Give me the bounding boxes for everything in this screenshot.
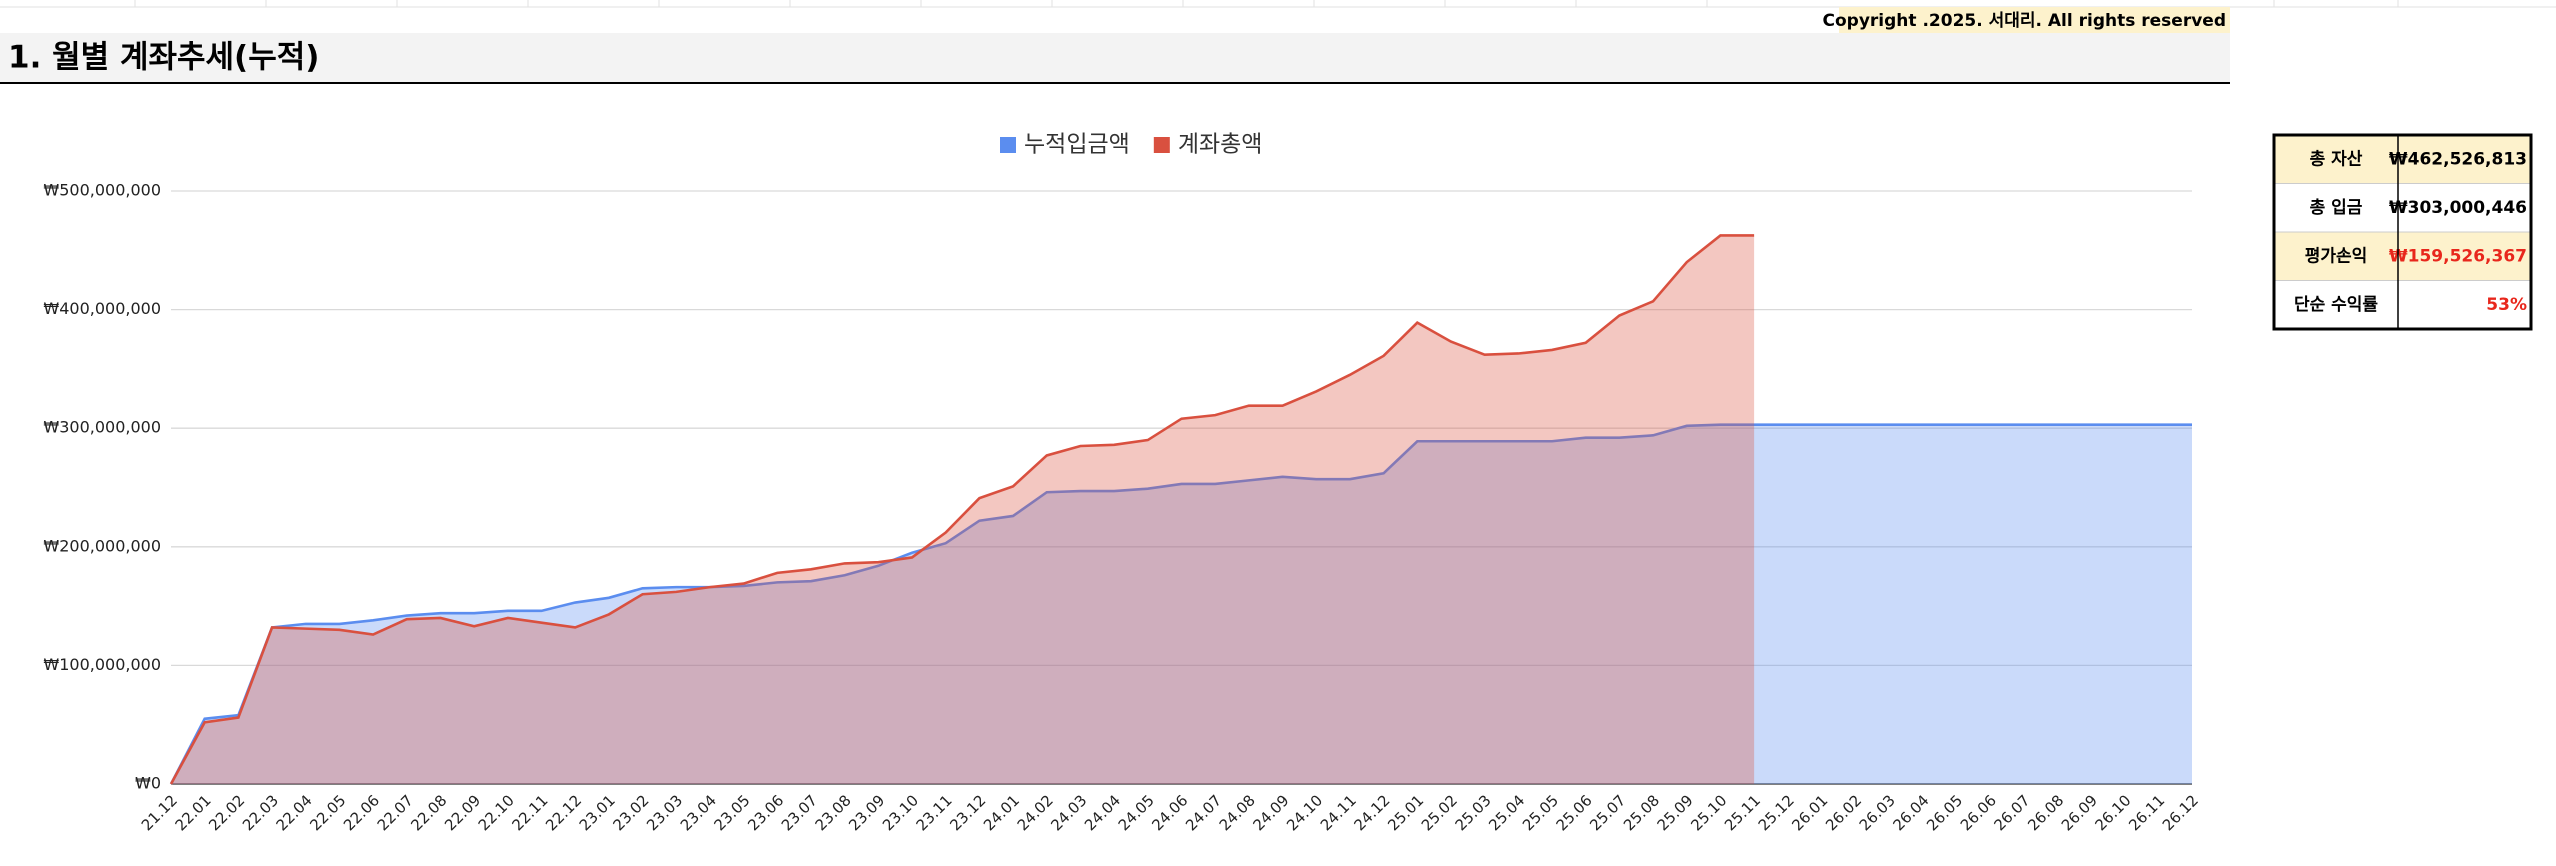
y-tick-label: ₩200,000,000 [43, 536, 161, 555]
row-label: 단순 수익률 [2294, 295, 2378, 315]
x-tick-label: 25.03 [1452, 791, 1495, 834]
legend-label: 계좌총액 [1178, 132, 1263, 158]
x-tick-label: 25.08 [1620, 791, 1663, 834]
x-tick-label: 22.11 [508, 791, 551, 834]
y-tick-label: ₩300,000,000 [43, 418, 161, 437]
row-label: 평가손익 [2305, 246, 2368, 266]
row-bg [2274, 183, 2531, 232]
y-tick-label: ₩500,000,000 [43, 181, 161, 200]
x-tick-label: 22.05 [306, 791, 349, 834]
legend-swatch [1153, 137, 1170, 153]
title-bar [0, 33, 2230, 83]
x-tick-label: 22.07 [374, 791, 417, 834]
x-tick-label: 21.12 [138, 791, 181, 834]
x-tick-label: 26.09 [2058, 791, 2101, 834]
x-tick-label: 22.03 [239, 791, 282, 834]
section-title: 1. 월별 계좌추세(누적) [8, 40, 319, 76]
y-tick-label: ₩0 [135, 774, 161, 793]
area [171, 235, 1755, 784]
x-tick-label: 26.04 [1889, 791, 1932, 834]
legend-label: 누적입금액 [1024, 132, 1130, 158]
copyright: Copyright .2025. 서대리. All rights reserve… [1823, 11, 2226, 31]
row-bg [2274, 232, 2531, 281]
x-tick-label: 26.08 [2024, 791, 2067, 834]
x-tick-label: 23.03 [643, 791, 686, 834]
row-bg [2274, 280, 2531, 329]
x-tick-label: 23.06 [744, 791, 787, 834]
y-tick-label: ₩400,000,000 [43, 299, 161, 318]
x-tick-label: 22.09 [441, 791, 484, 834]
x-tick-label: 22.06 [340, 791, 383, 834]
row-value: 53% [2486, 295, 2527, 315]
y-tick-label: ₩100,000,000 [43, 655, 161, 674]
x-tick-label: 25.01 [1384, 791, 1427, 834]
x-tick-label: 24.04 [1081, 791, 1124, 834]
row-label: 총 입금 [2310, 198, 2363, 218]
x-tick-label: 23.12 [946, 791, 989, 834]
sheet-top-grid [0, 0, 2556, 8]
x-tick-label: 25.09 [1654, 791, 1697, 834]
x-tick-label: 26.03 [1856, 791, 1899, 834]
copyright-bg [1839, 7, 2230, 33]
chart: ₩0 ₩100,000,000 ₩200,000,000 ₩300,000,000 ₩4… [43, 132, 2202, 835]
x-tick-label: 25.05 [1519, 791, 1562, 834]
row-label: 총 자산 [2310, 149, 2363, 169]
x-tick-label: 23.11 [913, 791, 956, 834]
x-tick-label: 23.05 [711, 791, 754, 834]
x-tick-label: 23.08 [812, 791, 855, 834]
x-tick-label: 26.10 [2092, 791, 2135, 834]
row-value: ₩159,526,367 [2389, 246, 2527, 266]
x-tick-label: 25.02 [1418, 791, 1461, 834]
x-tick-label: 24.03 [1047, 791, 1090, 834]
x-tick-label: 24.05 [1115, 791, 1158, 834]
x-tick-label: 24.09 [1249, 791, 1292, 834]
x-tick-label: 25.04 [1485, 791, 1528, 834]
x-tick-label: 24.06 [1148, 791, 1191, 834]
x-tick-label: 24.11 [1317, 791, 1360, 834]
x-tick-label: 23.07 [778, 791, 821, 834]
x-tick-label: 25.12 [1755, 791, 1798, 834]
row-bg [2274, 135, 2531, 184]
x-tick-label: 26.11 [2125, 791, 2168, 834]
x-tick-label: 24.12 [1351, 791, 1394, 834]
x-tick-label: 24.07 [1182, 791, 1225, 834]
x-tick-label: 22.10 [475, 791, 518, 834]
x-tick-label: 23.04 [677, 791, 720, 834]
summary-table: 총 자산 ₩462,526,813 총 입금 ₩303,000,446 평가손익 ₩159… [2272, 133, 2533, 331]
legend-swatch [1000, 137, 1016, 153]
x-tick-label: 22.04 [273, 791, 316, 834]
x-tick-label: 25.10 [1687, 791, 1730, 834]
x-tick-label: 23.02 [609, 791, 652, 834]
table-border [2272, 133, 2533, 331]
x-tick-label: 23.01 [576, 791, 619, 834]
x-tick-label: 24.02 [1014, 791, 1057, 834]
x-tick-label: 26.05 [1923, 791, 1966, 834]
x-tick-label: 22.01 [172, 791, 215, 834]
x-tick-label: 24.10 [1283, 791, 1326, 834]
x-tick-label: 26.12 [2159, 791, 2202, 834]
x-tick-label: 25.07 [1586, 791, 1629, 834]
x-tick-label: 25.06 [1553, 791, 1596, 834]
x-tick-label: 24.01 [980, 791, 1023, 834]
x-tick-label: 26.06 [1957, 791, 2000, 834]
x-tick-label: 23.10 [879, 791, 922, 834]
line [169, 423, 2192, 785]
x-tick-label: 26.01 [1788, 791, 1831, 834]
row-value: ₩303,000,446 [2389, 198, 2527, 218]
x-tick-label: 24.08 [1216, 791, 1259, 834]
line [169, 234, 1755, 785]
x-tick-label: 22.08 [407, 791, 450, 834]
area [171, 424, 2192, 784]
x-tick-label: 26.07 [1990, 791, 2033, 834]
x-tick-label: 23.09 [845, 791, 888, 834]
x-tick-label: 22.02 [205, 791, 248, 834]
row-value: ₩462,526,813 [2389, 149, 2527, 169]
x-tick-label: 26.02 [1822, 791, 1865, 834]
x-tick-label: 22.12 [542, 791, 585, 834]
x-tick-label: 25.11 [1721, 791, 1764, 834]
